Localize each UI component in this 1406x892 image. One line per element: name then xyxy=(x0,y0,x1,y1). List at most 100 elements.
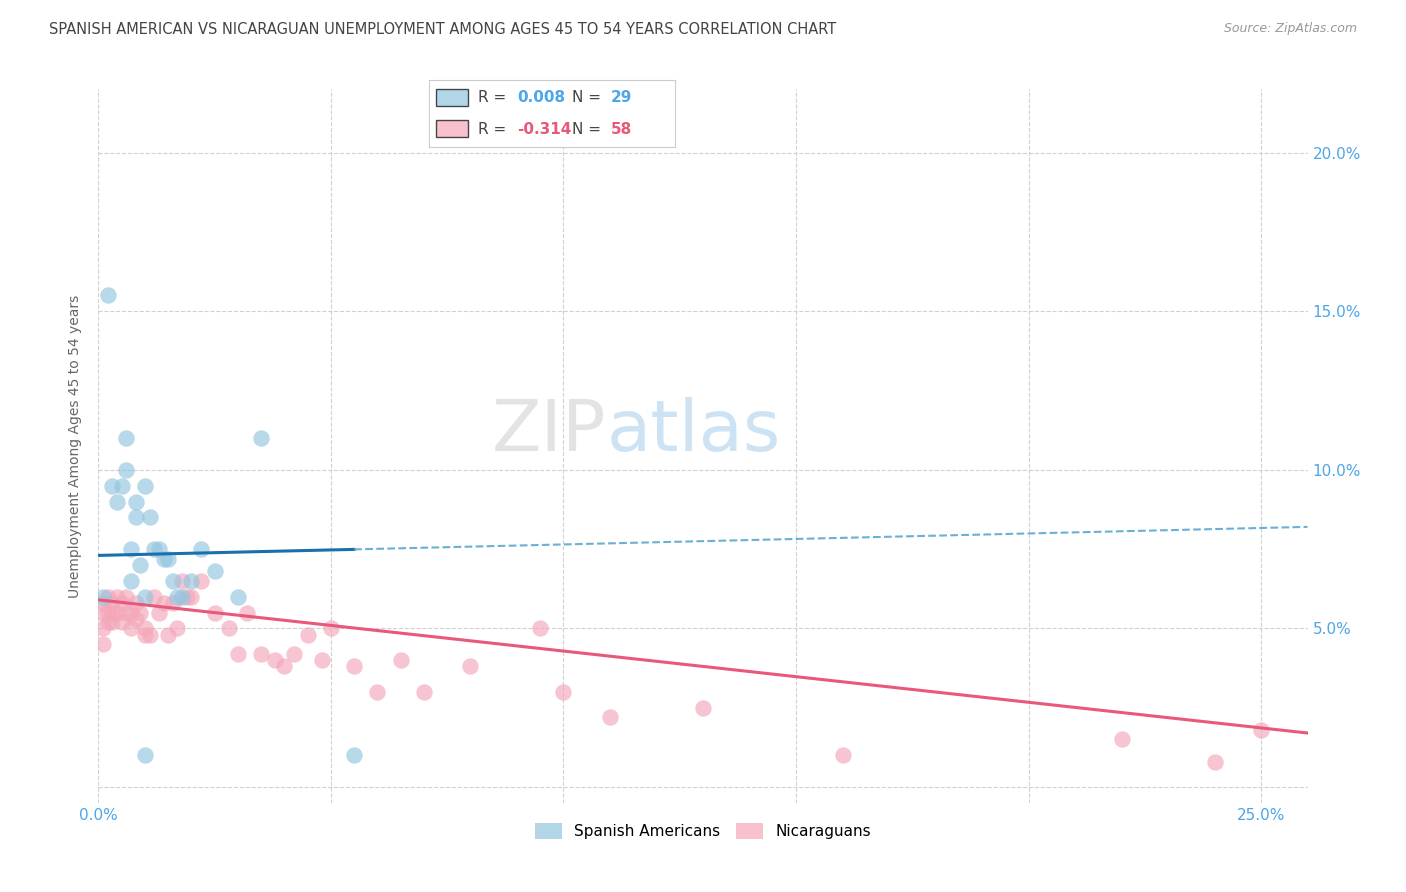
Point xyxy=(120,621,142,635)
Point xyxy=(152,596,174,610)
Point xyxy=(97,590,120,604)
Point xyxy=(157,628,180,642)
Point xyxy=(172,590,194,604)
Point xyxy=(343,659,366,673)
Text: 29: 29 xyxy=(610,90,633,105)
Point xyxy=(162,574,184,588)
Point xyxy=(129,606,152,620)
Text: R =: R = xyxy=(478,121,512,136)
Legend: Spanish Americans, Nicaraguans: Spanish Americans, Nicaraguans xyxy=(529,817,877,845)
Point xyxy=(166,590,188,604)
Point xyxy=(204,564,226,578)
Point xyxy=(101,596,124,610)
Point xyxy=(190,574,212,588)
Point xyxy=(250,647,273,661)
Text: N =: N = xyxy=(571,121,606,136)
Point xyxy=(460,659,482,673)
Point xyxy=(226,590,249,604)
Point xyxy=(273,659,295,673)
Point xyxy=(180,590,202,604)
Point xyxy=(134,628,156,642)
FancyBboxPatch shape xyxy=(436,89,468,106)
Text: Source: ZipAtlas.com: Source: ZipAtlas.com xyxy=(1223,22,1357,36)
Y-axis label: Unemployment Among Ages 45 to 54 years: Unemployment Among Ages 45 to 54 years xyxy=(69,294,83,598)
Point xyxy=(1204,755,1226,769)
Point xyxy=(1250,723,1272,737)
Point xyxy=(105,494,128,508)
Point xyxy=(311,653,333,667)
Text: SPANISH AMERICAN VS NICARAGUAN UNEMPLOYMENT AMONG AGES 45 TO 54 YEARS CORRELATIO: SPANISH AMERICAN VS NICARAGUAN UNEMPLOYM… xyxy=(49,22,837,37)
Point xyxy=(115,590,138,604)
Point xyxy=(91,606,114,620)
Point xyxy=(120,574,142,588)
Text: 0.008: 0.008 xyxy=(517,90,565,105)
Point xyxy=(91,590,114,604)
Point xyxy=(190,542,212,557)
Point xyxy=(226,647,249,661)
Text: 58: 58 xyxy=(610,121,633,136)
Point xyxy=(134,590,156,604)
Point xyxy=(366,685,388,699)
Point xyxy=(124,612,146,626)
Point xyxy=(831,748,853,763)
Point xyxy=(389,653,412,667)
Point xyxy=(91,596,114,610)
Point xyxy=(157,551,180,566)
Point xyxy=(91,637,114,651)
Point xyxy=(166,621,188,635)
Point xyxy=(148,606,170,620)
Point xyxy=(148,542,170,557)
Point xyxy=(134,621,156,635)
Point xyxy=(180,574,202,588)
Text: atlas: atlas xyxy=(606,397,780,467)
Point xyxy=(120,542,142,557)
Point xyxy=(101,615,124,629)
Point xyxy=(105,590,128,604)
Point xyxy=(218,621,240,635)
Point xyxy=(129,558,152,572)
Point xyxy=(134,478,156,492)
Point xyxy=(111,478,134,492)
Point xyxy=(529,621,551,635)
Point xyxy=(134,748,156,763)
Point xyxy=(101,478,124,492)
Text: R =: R = xyxy=(478,90,512,105)
Point xyxy=(236,606,259,620)
Point xyxy=(115,463,138,477)
Point xyxy=(172,574,194,588)
Point xyxy=(204,606,226,620)
Point xyxy=(1111,732,1133,747)
Point xyxy=(176,590,198,604)
Point xyxy=(101,606,124,620)
Point xyxy=(250,431,273,445)
Point xyxy=(97,615,120,629)
Text: ZIP: ZIP xyxy=(492,397,606,467)
Point xyxy=(599,710,621,724)
Text: N =: N = xyxy=(571,90,606,105)
Point xyxy=(143,590,166,604)
Point xyxy=(105,606,128,620)
Point xyxy=(124,510,146,524)
Point xyxy=(115,606,138,620)
Point xyxy=(692,700,714,714)
Point xyxy=(120,606,142,620)
Point xyxy=(143,542,166,557)
Point xyxy=(115,431,138,445)
Point xyxy=(152,551,174,566)
Point xyxy=(97,606,120,620)
Point xyxy=(111,615,134,629)
Point xyxy=(91,621,114,635)
Text: -0.314: -0.314 xyxy=(517,121,572,136)
Point xyxy=(283,647,305,661)
Point xyxy=(162,596,184,610)
Point xyxy=(138,510,160,524)
Point xyxy=(124,596,146,610)
Point xyxy=(124,494,146,508)
Point xyxy=(343,748,366,763)
Point xyxy=(264,653,287,667)
Point xyxy=(413,685,436,699)
Point xyxy=(297,628,319,642)
Point xyxy=(553,685,575,699)
Point xyxy=(319,621,342,635)
Point xyxy=(138,628,160,642)
